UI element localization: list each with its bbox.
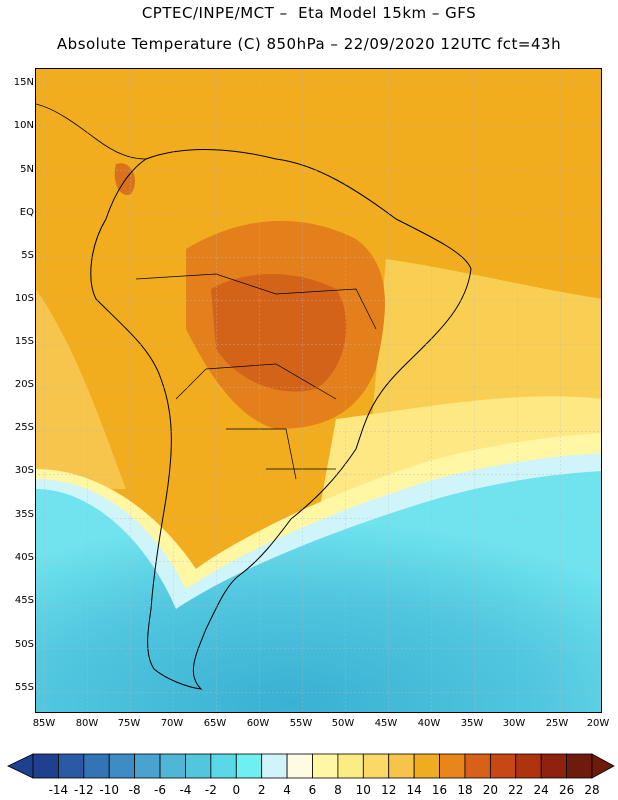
colorbar-swatch [439,753,466,779]
colorbar-swatch [108,753,136,779]
colorbar-label: 24 [533,783,549,797]
lon-label: 20W [586,718,610,729]
lat-label: 40S [14,552,34,563]
colorbar-label: -12 [74,783,94,797]
colorbar-label: 4 [283,783,291,797]
temperature-map-canvas [36,69,601,712]
lat-label: 45S [14,595,34,606]
lat-label: 5S [21,250,34,261]
colorbar-swatch [58,753,85,779]
lon-label: 55W [289,718,313,729]
colorbar-swatch [210,753,237,779]
lat-label: 5N [20,164,34,175]
lon-label: 35W [460,718,484,729]
lon-label: 40W [417,718,441,729]
colorbar-label: -10 [99,783,120,797]
colorbar-swatch [159,753,186,779]
lon-label: 50W [331,718,355,729]
colorbar-max-arrow [591,753,615,779]
colorbar-label: 20 [482,783,498,797]
colorbar-swatch [464,753,491,779]
colorbar-swatch [337,753,364,779]
colorbar-label: -2 [204,783,217,797]
colorbar-label: 26 [558,783,575,797]
colorbar-label: 22 [508,783,524,797]
lat-label: 15N [13,77,34,88]
colorbar-swatch [489,753,517,779]
colorbar-swatch [515,753,542,779]
colorbar-swatch [362,753,390,779]
colorbar-label: 12 [381,783,397,797]
title-line-1: CPTEC/INPE/MCT – Eta Model 15km – GFS [141,4,477,22]
lon-label: 30W [502,718,526,729]
colorbar-swatch [261,753,288,779]
colorbar-label: -6 [154,783,167,797]
lat-label: EQ [19,207,34,218]
colorbar-swatch [312,753,339,779]
colorbar-label: 18 [457,783,473,797]
lon-label: 60W [246,718,270,729]
lon-label: 75W [117,718,141,729]
lat-label: 15S [14,336,34,347]
colorbar-label: 10 [355,783,371,797]
colorbar-swatch [286,753,313,779]
colorbar-label: 0 [232,783,241,797]
lat-label: 55S [14,682,34,693]
temperature-map [35,68,602,713]
colorbar-label: 28 [584,783,600,797]
lat-label: 30S [14,465,34,476]
colorbar-swatch [540,753,567,779]
temperature-colorbar [7,753,615,779]
colorbar-swatch [413,753,440,779]
colorbar-swatch [134,753,161,779]
lon-label: 70W [160,718,184,729]
colorbar-swatch [235,753,263,779]
lat-label: 20S [14,379,34,390]
colorbar-swatch [32,753,59,779]
colorbar-min-arrow [7,753,34,779]
colorbar-label: 2 [257,783,266,797]
colorbar-label: 16 [431,783,448,797]
colorbar-label: -8 [128,783,141,797]
colorbar-swatch [185,753,212,779]
lat-label: 25S [14,422,34,433]
colorbar-swatch [566,753,593,779]
colorbar-label: 8 [334,783,342,797]
colorbar-label: 6 [308,783,317,797]
lon-label: 85W [32,718,56,729]
colorbar-swatch [83,753,110,779]
lat-label: 10N [13,120,34,131]
colorbar-swatch [388,753,415,779]
title-line-2: Absolute Temperature (C) 850hPa – 22/09/… [56,35,562,53]
lat-label: 35S [14,509,34,520]
colorbar-label: 14 [406,783,422,797]
colorbar-label: -14 [48,783,69,797]
lat-lon-grid [36,69,601,712]
lon-label: 45W [374,718,398,729]
lon-label: 65W [203,718,227,729]
lat-label: 50S [14,639,34,650]
colorbar-label: -4 [179,783,192,797]
lon-label: 25W [545,718,569,729]
lat-label: 10S [14,293,34,304]
lon-label: 80W [75,718,99,729]
